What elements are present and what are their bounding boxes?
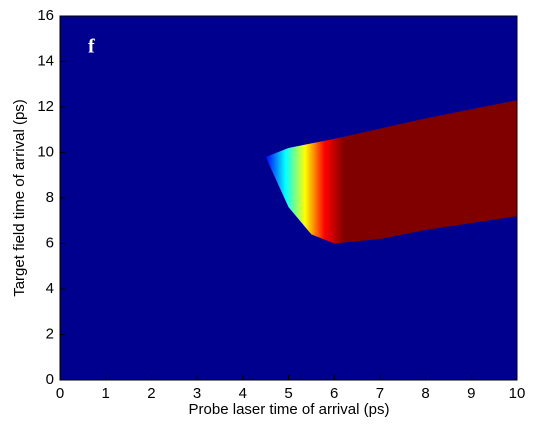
x-tick-label: 5 <box>284 385 292 402</box>
x-tick-label: 10 <box>509 385 526 402</box>
x-tick-label: 3 <box>193 385 201 402</box>
y-tick-label: 12 <box>37 98 54 115</box>
plot-frame <box>59 15 518 381</box>
y-tick-label: 0 <box>46 371 54 388</box>
x-tick-label: 1 <box>102 385 110 402</box>
y-tick-label: 14 <box>37 52 54 69</box>
x-tick-label: 4 <box>239 385 247 402</box>
y-tick-label: 10 <box>37 143 54 160</box>
y-axis-label: Target field time of arrival (ps) <box>11 99 28 297</box>
x-tick-label: 9 <box>467 385 475 402</box>
y-tick-label: 4 <box>46 280 54 297</box>
x-tick-label: 6 <box>330 385 338 402</box>
band-area <box>265 100 517 244</box>
x-tick-label: 7 <box>376 385 384 402</box>
panel-label: f <box>88 36 95 58</box>
x-tick-label: 2 <box>147 385 155 402</box>
y-tick-label: 16 <box>37 7 54 24</box>
y-tick-label: 8 <box>46 189 54 206</box>
y-tick-label: 6 <box>46 234 54 251</box>
x-tick-label: 8 <box>421 385 429 402</box>
y-tick-label: 2 <box>46 325 54 342</box>
x-axis-label: Probe laser time of arrival (ps) <box>189 401 390 418</box>
x-tick-label: 0 <box>56 385 64 402</box>
